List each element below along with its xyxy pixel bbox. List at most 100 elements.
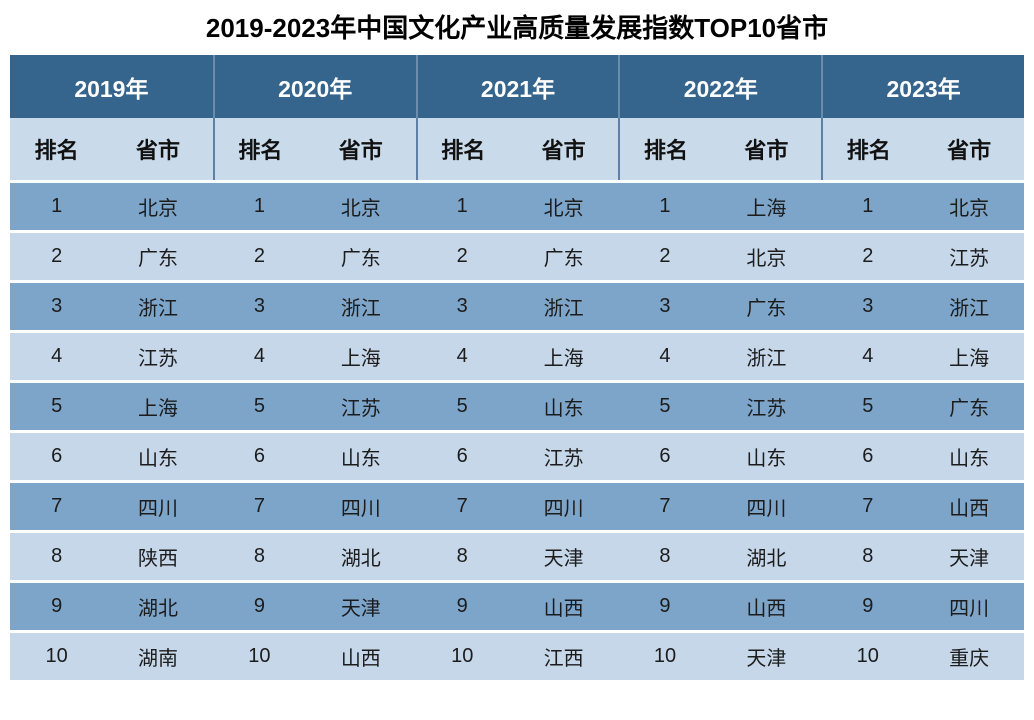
province-cell: 广东 xyxy=(340,248,381,270)
table-row-rank-2: 2 广东 2 广东 2 广东 2 北京 2 江苏 xyxy=(10,230,1024,280)
province-cell: 江苏 xyxy=(543,448,584,470)
year-header-2: 2020年 xyxy=(212,55,416,118)
province-cell: 湖北 xyxy=(340,548,381,570)
province-cell: 山西 xyxy=(949,498,990,520)
province-cell: 广东 xyxy=(949,398,990,420)
province-cell: 江苏 xyxy=(949,248,990,270)
table-row-rank-7: 7 四川 7 四川 7 四川 7 四川 7 山西 xyxy=(10,480,1024,530)
province-cell: 天津 xyxy=(949,548,990,570)
column-header-row: 排名 省市 排名 省市 排名 省市 排名 省市 排名 省市 xyxy=(10,118,1024,180)
col-header-rank-group-5: 排名 xyxy=(821,118,914,180)
province-cell: 浙江 xyxy=(138,298,179,320)
year-header-1: 2019年 xyxy=(74,75,149,102)
year-header-4: 2022年 xyxy=(618,55,821,118)
rank-cell: 9 xyxy=(862,595,874,617)
province-cell: 浙江 xyxy=(949,298,990,320)
rank-cell: 9 xyxy=(456,595,468,617)
table-row-rank-1: 1 北京 1 北京 1 北京 1 上海 1 北京 xyxy=(10,180,1024,230)
rank-cell: 8 xyxy=(253,545,265,567)
rank-cell: 8 xyxy=(456,545,468,567)
province-cell: 北京 xyxy=(138,198,179,220)
rank-cell: 2 xyxy=(862,245,874,267)
province-cell: 北京 xyxy=(340,198,381,220)
province-cell: 四川 xyxy=(340,498,381,520)
province-cell: 山西 xyxy=(746,598,787,620)
col-header-province-group-2: 省市 xyxy=(338,138,383,163)
rank-cell: 1 xyxy=(253,195,265,217)
col-header-rank-group-2: 排名 xyxy=(212,118,306,180)
ranking-table: 2019年 2020年 2021年 2022年 2023年 排名 省市 排名 省市 排名 省市 排名… xyxy=(10,55,1024,680)
rank-cell: 5 xyxy=(862,395,874,417)
province-cell: 广东 xyxy=(138,248,179,270)
figure: 2019-2023年中国文化产业高质量发展指数TOP10省市 2019年 2020… xyxy=(10,13,1024,680)
rank-cell: 7 xyxy=(253,495,265,517)
rank-cell: 3 xyxy=(51,295,63,317)
province-cell: 江苏 xyxy=(746,398,787,420)
col-header-province-group-3: 省市 xyxy=(541,138,586,163)
rank-cell: 7 xyxy=(51,495,63,517)
rank-cell: 4 xyxy=(51,345,63,367)
col-header-province-group-4: 省市 xyxy=(744,138,789,163)
rank-cell: 1 xyxy=(456,195,468,217)
rank-cell: 3 xyxy=(659,295,671,317)
province-cell: 陕西 xyxy=(138,548,179,570)
rank-cell: 2 xyxy=(253,245,265,267)
table-row-rank-6: 6 山东 6 山东 6 江苏 6 山东 6 山东 xyxy=(10,430,1024,480)
rank-cell: 4 xyxy=(659,345,671,367)
province-cell: 重庆 xyxy=(949,648,990,670)
col-header-province-group-1: 省市 xyxy=(136,138,181,163)
province-cell: 山东 xyxy=(340,448,381,470)
province-cell: 上海 xyxy=(949,348,990,370)
province-cell: 上海 xyxy=(746,198,787,220)
table-row-rank-9: 9 湖北 9 天津 9 山西 9 山西 9 四川 xyxy=(10,580,1024,630)
province-cell: 江苏 xyxy=(138,348,179,370)
rank-cell: 10 xyxy=(45,645,68,667)
table-row-rank-5: 5 上海 5 江苏 5 山东 5 江苏 5 广东 xyxy=(10,380,1024,430)
rank-cell: 4 xyxy=(862,345,874,367)
province-cell: 广东 xyxy=(746,298,787,320)
year-header-row: 2019年 2020年 2021年 2022年 2023年 xyxy=(10,55,1024,118)
table-body: 1 北京 1 北京 1 北京 1 上海 1 北京 2 广东 2 广东 2 广东 2 北京 2 江苏 3 浙江 3 浙江 3 浙江 3… xyxy=(10,180,1024,680)
province-cell: 湖北 xyxy=(138,598,179,620)
province-cell: 天津 xyxy=(543,548,584,570)
rank-cell: 4 xyxy=(253,345,265,367)
rank-cell: 8 xyxy=(51,545,63,567)
rank-cell: 8 xyxy=(862,545,874,567)
province-cell: 四川 xyxy=(949,598,990,620)
province-cell: 湖北 xyxy=(746,548,787,570)
rank-cell: 4 xyxy=(456,345,468,367)
col-header-rank-group-3: 排名 xyxy=(415,118,509,180)
rank-cell: 6 xyxy=(862,445,874,467)
col-header-province-group-5: 省市 xyxy=(947,138,992,163)
province-cell: 上海 xyxy=(543,348,584,370)
rank-cell: 2 xyxy=(659,245,671,267)
rank-cell: 3 xyxy=(253,295,265,317)
rank-cell: 6 xyxy=(51,445,63,467)
rank-cell: 5 xyxy=(253,395,265,417)
province-cell: 山东 xyxy=(949,448,990,470)
rank-cell: 8 xyxy=(659,545,671,567)
province-cell: 广东 xyxy=(543,248,584,270)
rank-cell: 1 xyxy=(862,195,874,217)
province-cell: 浙江 xyxy=(543,298,584,320)
rank-cell: 9 xyxy=(253,595,265,617)
rank-cell: 9 xyxy=(51,595,63,617)
province-cell: 四川 xyxy=(746,498,787,520)
province-cell: 江西 xyxy=(543,648,584,670)
rank-cell: 1 xyxy=(659,195,671,217)
rank-cell: 3 xyxy=(862,295,874,317)
figure-title: 2019-2023年中国文化产业高质量发展指数TOP10省市 xyxy=(205,13,829,43)
rank-cell: 10 xyxy=(856,645,879,667)
table-row-rank-4: 4 江苏 4 上海 4 上海 4 浙江 4 上海 xyxy=(10,330,1024,380)
province-cell: 江苏 xyxy=(340,398,381,420)
province-cell: 山东 xyxy=(138,448,179,470)
rank-cell: 10 xyxy=(451,645,474,667)
province-cell: 天津 xyxy=(340,598,381,620)
province-cell: 浙江 xyxy=(746,348,787,370)
table-row-rank-3: 3 浙江 3 浙江 3 浙江 3 广东 3 浙江 xyxy=(10,280,1024,330)
col-header-rank-group-1: 排名 xyxy=(34,138,79,163)
rank-cell: 1 xyxy=(51,195,63,217)
rank-cell: 7 xyxy=(659,495,671,517)
year-header-5: 2023年 xyxy=(821,55,1024,118)
province-cell: 山东 xyxy=(746,448,787,470)
